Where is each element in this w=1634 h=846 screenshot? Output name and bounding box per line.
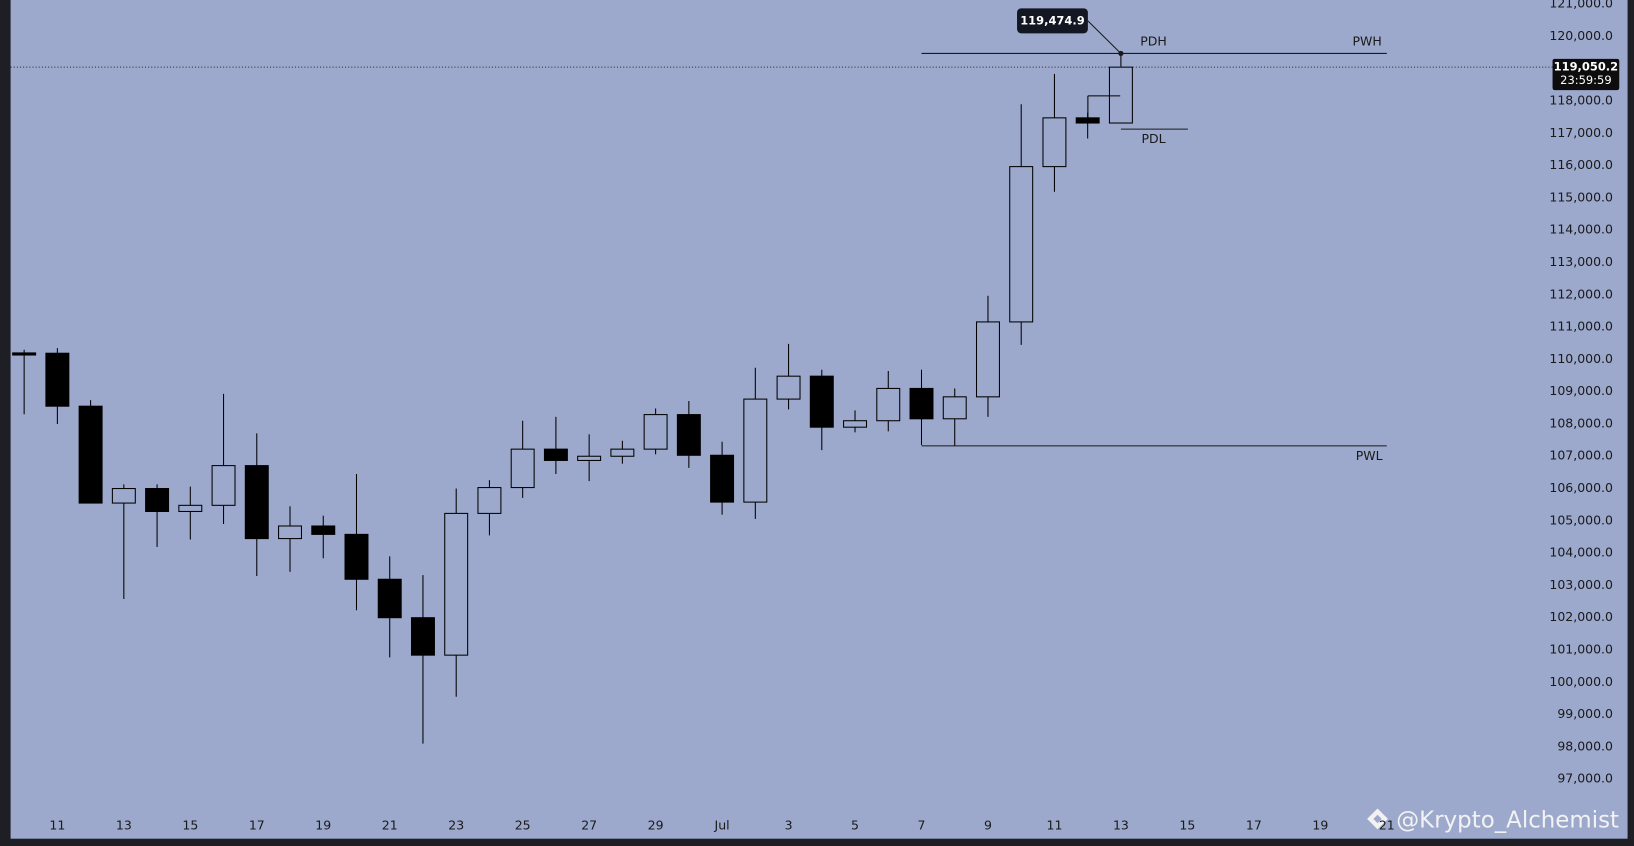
candle-body xyxy=(843,420,868,428)
candle-body xyxy=(577,455,602,461)
level-label: PDH xyxy=(1140,33,1167,48)
candle-body xyxy=(145,488,170,512)
candle-body xyxy=(111,488,136,504)
candle-body xyxy=(975,321,1000,398)
y-tick-label: 105,000.0 xyxy=(1549,512,1613,527)
candle-body xyxy=(809,375,834,428)
x-tick-label: Jul xyxy=(714,818,730,833)
level-label: PDL xyxy=(1141,131,1165,146)
x-tick-label: 15 xyxy=(1179,818,1195,833)
y-tick-label: 109,000.0 xyxy=(1549,383,1613,398)
candle-body xyxy=(1042,117,1067,168)
candle-body xyxy=(510,448,535,489)
y-tick-label: 100,000.0 xyxy=(1549,674,1613,689)
x-tick-label: 13 xyxy=(1113,818,1129,833)
candles xyxy=(12,53,1133,744)
x-tick-label: 3 xyxy=(785,818,793,833)
candle-body xyxy=(410,617,435,656)
candle-body xyxy=(876,387,901,422)
candle-body xyxy=(311,525,336,535)
callout-leader xyxy=(1087,20,1122,54)
callout-box xyxy=(1017,8,1088,34)
candle-body xyxy=(344,533,369,580)
y-tick-label: 112,000.0 xyxy=(1549,286,1613,301)
candle-body xyxy=(676,414,701,456)
candle-body xyxy=(278,525,303,540)
y-tick-label: 110,000.0 xyxy=(1549,351,1613,366)
x-tick-label: 7 xyxy=(918,818,926,833)
candle-body xyxy=(211,465,236,506)
y-tick-label: 120,000.0 xyxy=(1549,28,1613,43)
candle-body xyxy=(543,448,568,461)
y-tick-label: 114,000.0 xyxy=(1549,222,1613,237)
candle-body xyxy=(776,375,801,400)
candle-body xyxy=(643,414,668,450)
x-tick-label: 15 xyxy=(182,818,198,833)
x-tick-label: 21 xyxy=(382,818,398,833)
callout-label: 119,474.9 xyxy=(1020,13,1085,27)
candle-body xyxy=(610,448,635,457)
y-tick-label: 115,000.0 xyxy=(1549,189,1613,204)
y-tick-label: 98,000.0 xyxy=(1557,738,1613,753)
y-tick-label: 111,000.0 xyxy=(1549,319,1613,334)
y-tick-label: 97,000.0 xyxy=(1557,771,1613,786)
candle-body xyxy=(244,465,269,540)
y-tick-label: 108,000.0 xyxy=(1549,415,1613,430)
candle-body xyxy=(78,405,103,504)
y-tick-label: 113,000.0 xyxy=(1549,254,1613,269)
candle-body xyxy=(1009,166,1034,323)
x-tick-label: 17 xyxy=(249,818,265,833)
overlay xyxy=(1087,95,1121,123)
candle-body xyxy=(45,352,70,407)
candle-body xyxy=(377,578,402,619)
x-tick-label: 11 xyxy=(1046,818,1062,833)
y-tick-label: 117,000.0 xyxy=(1549,125,1613,140)
y-tick-label: 107,000.0 xyxy=(1549,448,1613,463)
x-tick-label: 17 xyxy=(1246,818,1262,833)
x-tick-label: 19 xyxy=(1312,818,1328,833)
candle-body xyxy=(942,396,967,420)
y-tick-label: 118,000.0 xyxy=(1549,93,1613,108)
x-tick-label: 27 xyxy=(581,818,597,833)
y-tick-label: 104,000.0 xyxy=(1549,545,1613,560)
x-tick-label: 9 xyxy=(984,818,992,833)
x-tick-label: 5 xyxy=(851,818,859,833)
countdown-label: 23:59:59 xyxy=(1560,73,1611,87)
candle-body xyxy=(1108,66,1133,124)
candle-body xyxy=(710,454,735,503)
candle-body xyxy=(477,487,502,514)
last-price-label: 119,050.2 xyxy=(1554,60,1619,74)
candle-body xyxy=(12,352,37,356)
watermark: @Krypto_Alchemist xyxy=(1367,807,1619,833)
watermark-text: @Krypto_Alchemist xyxy=(1396,807,1619,833)
x-tick-label: 19 xyxy=(315,818,331,833)
candle-body xyxy=(743,398,768,503)
x-tick-label: 25 xyxy=(515,818,531,833)
level-label: PWL xyxy=(1356,448,1383,463)
x-tick-label: 13 xyxy=(116,818,132,833)
candle-body xyxy=(909,387,934,420)
last-price-box xyxy=(1552,58,1620,91)
x-tick-label: 21 xyxy=(1379,818,1395,833)
level-label: PWH xyxy=(1352,33,1381,48)
candle-body xyxy=(444,512,469,656)
candle-body xyxy=(178,504,203,512)
y-tick-label: 99,000.0 xyxy=(1557,706,1613,721)
callout-point xyxy=(1118,50,1124,57)
y-tick-label: 101,000.0 xyxy=(1549,641,1613,656)
x-tick-label: 29 xyxy=(648,818,664,833)
y-tick-label: 116,000.0 xyxy=(1549,157,1613,172)
x-tick-label: 11 xyxy=(49,818,65,833)
y-tick-label: 121,000.0 xyxy=(1549,0,1613,11)
y-tick-label: 106,000.0 xyxy=(1549,480,1613,495)
x-tick-label: 23 xyxy=(448,818,464,833)
y-tick-label: 102,000.0 xyxy=(1549,609,1613,624)
y-tick-label: 103,000.0 xyxy=(1549,577,1613,592)
